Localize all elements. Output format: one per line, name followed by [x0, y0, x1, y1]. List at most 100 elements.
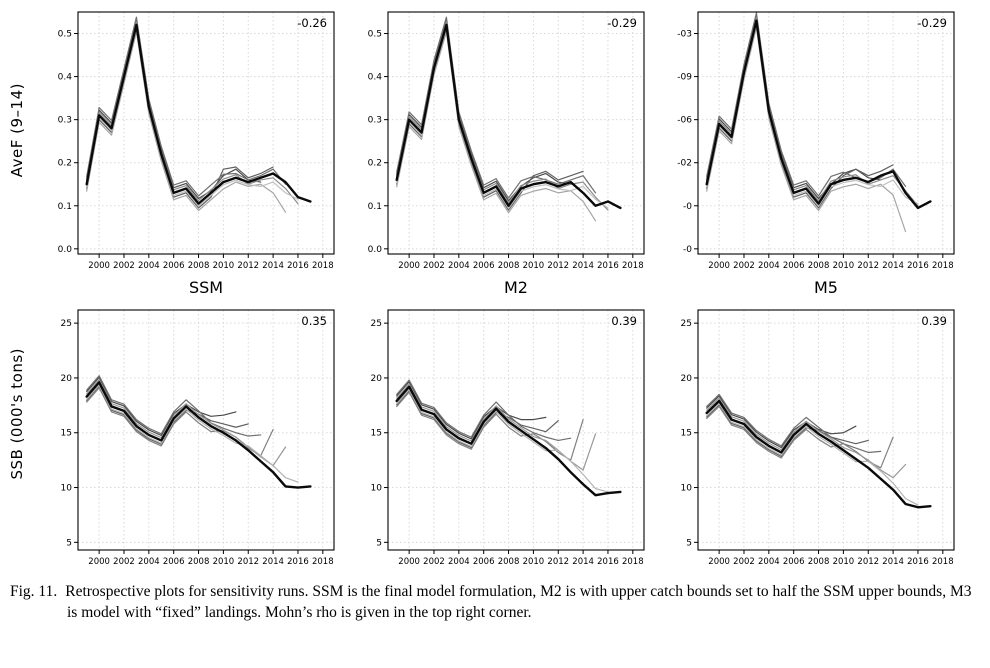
- svg-text:0.1: 0.1: [58, 202, 72, 212]
- svg-text:2002: 2002: [423, 557, 445, 567]
- svg-text:5: 5: [66, 538, 72, 548]
- caption-text: Retrospective plots for sensitivity runs…: [65, 583, 972, 621]
- svg-text:2002: 2002: [113, 557, 135, 567]
- caption-paragraph: Fig. 11. Retrospective plots for sensitiv…: [10, 582, 980, 624]
- svg-text:2016: 2016: [287, 261, 309, 271]
- svg-text:2006: 2006: [783, 261, 805, 271]
- svg-text:2012: 2012: [857, 557, 879, 567]
- svg-text:0.4: 0.4: [58, 73, 73, 83]
- svg-text:2018: 2018: [312, 261, 334, 271]
- svg-text:-0.29: -0.29: [607, 16, 637, 30]
- svg-text:2004: 2004: [138, 557, 160, 567]
- svg-text:2004: 2004: [448, 557, 470, 567]
- svg-text:2012: 2012: [547, 557, 569, 567]
- svg-text:-03: -03: [677, 30, 692, 40]
- svg-text:2004: 2004: [758, 261, 780, 271]
- svg-text:0.5: 0.5: [368, 30, 382, 40]
- svg-text:2018: 2018: [622, 261, 644, 271]
- svg-text:2018: 2018: [932, 261, 954, 271]
- svg-text:25: 25: [371, 319, 382, 329]
- svg-text:0.5: 0.5: [58, 30, 72, 40]
- svg-text:2006: 2006: [473, 557, 495, 567]
- svg-text:20: 20: [681, 374, 693, 384]
- svg-text:2016: 2016: [597, 557, 619, 567]
- svg-text:2008: 2008: [188, 557, 210, 567]
- svg-text:-02: -02: [677, 159, 692, 169]
- svg-text:SSM: SSM: [189, 278, 223, 297]
- svg-text:0.39: 0.39: [921, 314, 947, 328]
- svg-text:2004: 2004: [758, 557, 780, 567]
- caption-label: Fig. 11.: [10, 583, 58, 600]
- svg-text:25: 25: [681, 319, 692, 329]
- chart-avef-m5: 2000 2002 2004 2006 2008 2010 2012 2014 2016 2018…: [677, 11, 955, 297]
- svg-text:2004: 2004: [138, 261, 160, 271]
- svg-text:2012: 2012: [237, 557, 259, 567]
- svg-text:2008: 2008: [188, 261, 210, 271]
- svg-text:2018: 2018: [622, 557, 644, 567]
- svg-text:2008: 2008: [808, 557, 830, 567]
- svg-text:0.2: 0.2: [368, 159, 382, 169]
- chart-ssb-m2: 2000 2002 2004 2006 2008 2010 2012 2014 2016 2018…: [371, 309, 645, 567]
- svg-text:2016: 2016: [907, 261, 929, 271]
- svg-text:2000: 2000: [398, 557, 420, 567]
- svg-text:2010: 2010: [523, 261, 545, 271]
- svg-text:2018: 2018: [312, 557, 334, 567]
- svg-text:0.0: 0.0: [58, 245, 73, 255]
- svg-text:M5: M5: [814, 278, 838, 297]
- row-avef: AveF (9–14) 2000 2002 2004 2006 2008 2010 2012…: [2, 4, 988, 300]
- svg-text:2002: 2002: [733, 261, 755, 271]
- svg-text:2012: 2012: [237, 261, 259, 271]
- svg-text:2014: 2014: [882, 557, 904, 567]
- svg-text:2012: 2012: [857, 261, 879, 271]
- svg-text:2010: 2010: [833, 557, 855, 567]
- figure-caption: Fig. 11. Retrospective plots for sensitiv…: [2, 572, 988, 624]
- svg-text:5: 5: [686, 538, 692, 548]
- svg-text:5: 5: [376, 538, 382, 548]
- svg-text:2010: 2010: [213, 261, 235, 271]
- svg-text:0.4: 0.4: [368, 73, 383, 83]
- svg-text:2004: 2004: [448, 261, 470, 271]
- svg-text:10: 10: [371, 484, 383, 494]
- chart-avef-ssm: 2000 2002 2004 2006 2008 2010 2012 2014 2016 2018…: [58, 11, 335, 297]
- svg-text:2000: 2000: [88, 557, 110, 567]
- svg-text:-0: -0: [683, 202, 692, 212]
- svg-text:-06: -06: [677, 116, 692, 126]
- svg-text:2006: 2006: [163, 557, 185, 567]
- svg-text:2002: 2002: [423, 261, 445, 271]
- svg-text:2008: 2008: [498, 261, 520, 271]
- svg-text:2008: 2008: [498, 557, 520, 567]
- chart-ssb-m5: 2000 2002 2004 2006 2008 2010 2012 2014 2016 2018…: [681, 309, 955, 567]
- svg-text:2014: 2014: [262, 557, 284, 567]
- svg-text:2008: 2008: [808, 261, 830, 271]
- svg-text:2014: 2014: [572, 261, 594, 271]
- svg-text:0.3: 0.3: [58, 116, 72, 126]
- svg-text:0.3: 0.3: [368, 116, 382, 126]
- svg-text:0.0: 0.0: [368, 245, 383, 255]
- svg-text:2010: 2010: [523, 557, 545, 567]
- svg-text:2002: 2002: [113, 261, 135, 271]
- svg-text:0.39: 0.39: [611, 314, 637, 328]
- y-axis-label-text: SSB (000's tons): [8, 348, 26, 480]
- svg-text:2018: 2018: [932, 557, 954, 567]
- svg-text:10: 10: [681, 484, 693, 494]
- svg-text:20: 20: [61, 374, 73, 384]
- svg-text:M2: M2: [504, 278, 528, 297]
- svg-text:2016: 2016: [907, 557, 929, 567]
- svg-text:2016: 2016: [597, 261, 619, 271]
- svg-text:2006: 2006: [473, 261, 495, 271]
- svg-text:0.35: 0.35: [301, 314, 327, 328]
- svg-text:-0.26: -0.26: [297, 16, 327, 30]
- svg-text:2014: 2014: [262, 261, 284, 271]
- svg-text:25: 25: [61, 319, 72, 329]
- svg-text:2010: 2010: [833, 261, 855, 271]
- y-axis-label-avef: AveF (9–14): [2, 4, 32, 300]
- svg-text:2014: 2014: [572, 557, 594, 567]
- svg-text:2000: 2000: [398, 261, 420, 271]
- svg-text:2000: 2000: [88, 261, 110, 271]
- y-axis-label-text: AveF (9–14): [8, 82, 26, 178]
- chart-avef-m2: 2000 2002 2004 2006 2008 2010 2012 2014 2016 2018…: [368, 11, 645, 297]
- svg-text:15: 15: [61, 429, 72, 439]
- svg-text:2000: 2000: [708, 557, 730, 567]
- y-axis-label-ssb: SSB (000's tons): [2, 302, 32, 570]
- chart-grid: AveF (9–14) 2000 2002 2004 2006 2008 2010 2012…: [2, 4, 988, 570]
